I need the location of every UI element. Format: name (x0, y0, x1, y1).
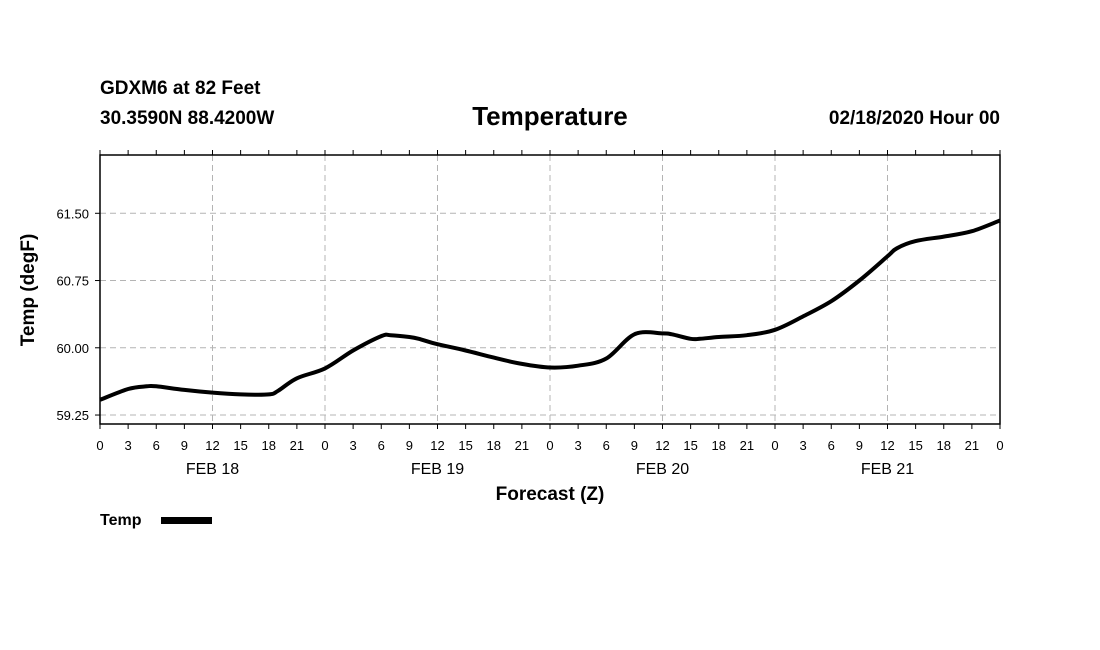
x-tick-label: 21 (965, 438, 979, 453)
x-tick-label: 21 (290, 438, 304, 453)
x-tick-label: 21 (740, 438, 754, 453)
x-tick-label: 15 (908, 438, 922, 453)
x-tick-label: 21 (515, 438, 529, 453)
x-tick-label: 18 (262, 438, 276, 453)
legend-swatch (161, 517, 212, 524)
run-time-label: 02/18/2020 Hour 00 (829, 108, 1000, 129)
date-label: FEB 18 (186, 461, 239, 478)
x-tick-label: 18 (937, 438, 951, 453)
x-tick-label: 12 (205, 438, 219, 453)
x-tick-label: 9 (856, 438, 863, 453)
x-tick-label: 6 (378, 438, 385, 453)
chart-title: Temperature (472, 101, 628, 131)
x-tick-label: 6 (153, 438, 160, 453)
y-tick-label: 61.50 (56, 206, 89, 221)
x-tick-label: 9 (406, 438, 413, 453)
y-tick-label: 59.25 (56, 408, 89, 423)
y-axis: 59.25 60.75 60.00 61.50 (56, 206, 100, 423)
legend-label: Temp (100, 512, 142, 529)
x-tick-label: 6 (603, 438, 610, 453)
x-tick-label: 12 (655, 438, 669, 453)
date-labels: FEB 18 FEB 19 FEB 20 FEB 21 (186, 461, 914, 478)
x-axis-label: Forecast (Z) (496, 484, 605, 505)
y-tick-label: 60.75 (56, 274, 89, 289)
x-tick-label: 0 (546, 438, 553, 453)
x-tick-label: 18 (487, 438, 501, 453)
x-tick-label: 12 (430, 438, 444, 453)
temp-series-line (99, 218, 1001, 402)
x-tick-label: 9 (631, 438, 638, 453)
x-tick-label: 0 (771, 438, 778, 453)
grid-layer (100, 155, 1000, 424)
x-tick-label: 9 (181, 438, 188, 453)
date-label: FEB 20 (636, 461, 689, 478)
y-axis-label: Temp (degF) (18, 234, 39, 347)
x-tick-label: 15 (683, 438, 697, 453)
x-tick-label: 0 (321, 438, 328, 453)
x-tick-label: 0 (996, 438, 1003, 453)
x-tick-label: 15 (233, 438, 247, 453)
x-tick-label: 6 (828, 438, 835, 453)
x-tick-label: 3 (125, 438, 132, 453)
series-layer (99, 218, 1001, 402)
coordinates-label: 30.3590N 88.4200W (100, 108, 274, 129)
station-label: GDXM6 at 82 Feet (100, 78, 261, 99)
y-tick-label: 60.00 (56, 341, 89, 356)
x-tick-label: 3 (575, 438, 582, 453)
x-tick-label: 0 (96, 438, 103, 453)
x-axis: 0 3 6 9 12 15 18 21 0 3 6 9 12 15 18 21 0 3 6 9 12 15 18 21 0 3 6 9… (96, 150, 1004, 453)
x-tick-label: 3 (350, 438, 357, 453)
date-label: FEB 21 (861, 461, 914, 478)
x-tick-label: 3 (800, 438, 807, 453)
x-tick-label: 12 (880, 438, 894, 453)
x-tick-label: 15 (458, 438, 472, 453)
x-tick-label: 18 (712, 438, 726, 453)
date-label: FEB 19 (411, 461, 464, 478)
